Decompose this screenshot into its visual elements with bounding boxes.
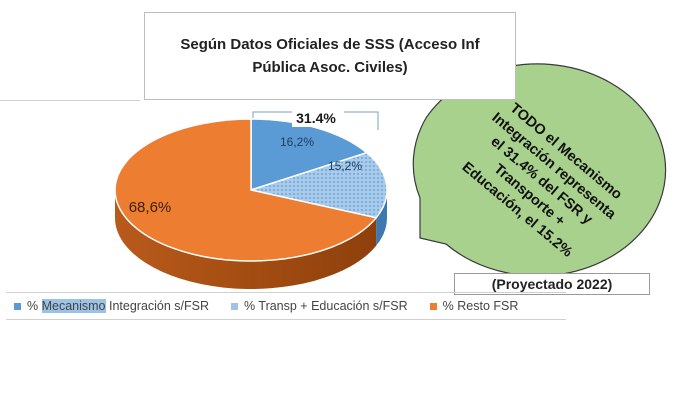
chart-legend: % Mecanismo Integración s/FSR % Transp +… — [6, 292, 566, 320]
legend-label: % Resto FSR — [442, 299, 519, 313]
pie-slice-1 — [248, 151, 388, 219]
legend-label: % Transp + Educación s/FSR — [244, 299, 408, 313]
legend-swatch — [429, 302, 437, 310]
legend-item-resto: % Resto FSR — [429, 299, 519, 313]
legend-swatch — [14, 302, 21, 310]
pie-slice-2 — [114, 118, 378, 262]
legend-label-highlight: Mecanismo — [41, 299, 106, 313]
callout-bubble — [412, 63, 667, 277]
chart-title-box: Según Datos Oficiales de SSS (Acceso Inf… — [144, 12, 516, 100]
pie-slice-label: 16,2% — [280, 135, 314, 149]
pie-slice-label: 68,6% — [129, 199, 172, 216]
pie-slice-side — [115, 190, 377, 289]
chart-title-line1: Según Datos Oficiales de SSS (Acceso Inf — [180, 36, 480, 53]
annotation-31-4: 31.4% — [296, 110, 336, 126]
pie-slice-label: 15,2% — [328, 159, 362, 173]
projected-label: (Proyectado 2022) — [454, 273, 650, 295]
legend-swatch — [231, 302, 239, 310]
legend-label-suffix: Integración s/FSR — [105, 299, 210, 313]
pie-slice-0 — [250, 118, 369, 192]
legend-label-prefix: % — [27, 299, 42, 313]
divider-line — [0, 100, 140, 101]
legend-item-mecanismo: % Mecanismo Integración s/FSR — [14, 299, 209, 313]
legend-label: % Mecanismo Integración s/FSR — [27, 299, 209, 313]
chart-title-line2: Pública Asoc. Civiles) — [252, 59, 408, 76]
legend-item-transp-educacion: % Transp + Educación s/FSR — [231, 299, 408, 313]
annotation-background — [292, 109, 344, 127]
pie-slice-side — [376, 190, 387, 246]
